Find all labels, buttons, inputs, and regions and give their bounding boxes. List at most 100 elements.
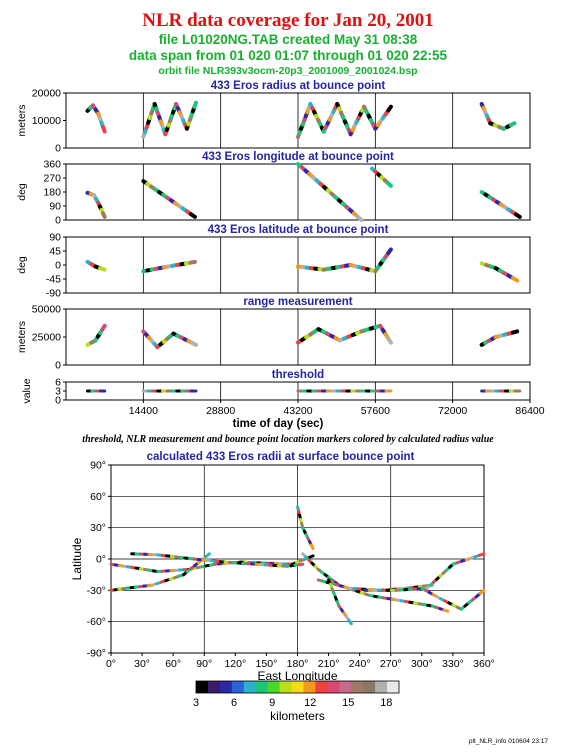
map-trace bbox=[307, 554, 315, 560]
data-trace bbox=[101, 211, 107, 219]
y-tick-label: 3 bbox=[55, 386, 61, 398]
colorbar-swatch bbox=[231, 681, 245, 693]
panel-title: range measurement bbox=[243, 296, 352, 308]
x-axis-label: time of day (sec) bbox=[233, 418, 324, 430]
colorbar-swatch bbox=[315, 681, 328, 693]
map-title: calculated 433 Eros radii at surface bou… bbox=[147, 451, 415, 463]
x-tick-label: 57600 bbox=[361, 405, 390, 417]
data-trace bbox=[188, 212, 197, 219]
map-trace bbox=[478, 552, 486, 557]
y-tick-label: 20000 bbox=[32, 88, 61, 100]
map-x-tick-label: 90° bbox=[196, 658, 212, 670]
panel-title: 433 Eros latitude at bounce point bbox=[208, 224, 389, 236]
data-trace bbox=[98, 266, 107, 272]
map-x-tick-label: 210° bbox=[318, 658, 340, 670]
y-tick-label: 180 bbox=[43, 187, 61, 199]
colorbar-tick-label: 15 bbox=[342, 697, 354, 709]
map-trace bbox=[297, 562, 305, 567]
data-trace bbox=[355, 214, 364, 222]
map-x-tick-label: 0° bbox=[106, 658, 116, 670]
y-tick-label: 50000 bbox=[32, 304, 61, 316]
map-y-tick-label: 90° bbox=[90, 460, 106, 472]
y-axis-label: meters bbox=[16, 104, 28, 136]
map-y-tick-label: 30° bbox=[90, 522, 106, 534]
colorbar-swatch bbox=[327, 681, 340, 693]
y-tick-label: 0 bbox=[55, 143, 61, 155]
map-y-tick-label: 0° bbox=[96, 554, 106, 566]
colorbar-swatch bbox=[291, 681, 304, 693]
data-trace bbox=[510, 276, 520, 283]
colorbar-swatch bbox=[351, 681, 364, 693]
x-tick-label: 72000 bbox=[438, 405, 467, 417]
map-y-tick-label: -30° bbox=[87, 585, 106, 597]
y-tick-label: 0 bbox=[55, 215, 61, 227]
y-axis-label: deg bbox=[16, 256, 28, 274]
figure-caption: threshold, NLR measurement and bounce po… bbox=[82, 434, 494, 445]
span-line: data span from 01 020 01:07 through 01 0… bbox=[128, 48, 448, 63]
colorbar-swatch bbox=[339, 681, 352, 693]
y-tick-label: 10000 bbox=[32, 115, 61, 127]
x-tick-label: 14400 bbox=[129, 405, 158, 417]
colorbar-tick-label: 9 bbox=[269, 697, 275, 709]
data-trace bbox=[386, 336, 393, 345]
map-x-axis-label: East Longitude bbox=[257, 669, 337, 683]
data-trace bbox=[190, 340, 198, 347]
panel-title: 433 Eros longitude at bounce point bbox=[202, 151, 394, 163]
data-trace bbox=[101, 125, 107, 134]
map-x-tick-label: 300° bbox=[411, 658, 433, 670]
map-x-tick-label: 270° bbox=[380, 658, 402, 670]
colorbar-swatch bbox=[207, 681, 221, 693]
colorbar-frame bbox=[195, 680, 400, 694]
colorbar-swatch bbox=[387, 681, 400, 693]
colorbar-tick-label: 3 bbox=[193, 697, 199, 709]
map-y-tick-label: 60° bbox=[90, 491, 106, 503]
x-tick-label: 28800 bbox=[206, 405, 235, 417]
colorbar-swatch bbox=[219, 681, 233, 693]
colorbar-swatch bbox=[267, 681, 280, 693]
data-trace bbox=[100, 323, 107, 332]
data-trace bbox=[508, 121, 517, 128]
y-tick-label: 0 bbox=[55, 395, 61, 407]
y-tick-label: 90 bbox=[49, 232, 61, 244]
map-x-tick-label: 180° bbox=[287, 658, 309, 670]
map-x-tick-label: 240° bbox=[349, 658, 371, 670]
y-tick-label: 0 bbox=[55, 360, 61, 372]
x-tick-label: 43200 bbox=[283, 405, 312, 417]
map-x-tick-label: 330° bbox=[442, 658, 464, 670]
colorbar-tick-label: 6 bbox=[231, 697, 237, 709]
file-line: file L01020NG.TAB created May 31 08:38 bbox=[158, 32, 418, 47]
data-trace bbox=[385, 180, 393, 188]
colorbar-swatch bbox=[279, 681, 292, 693]
map-y-tick-label: -60° bbox=[87, 616, 106, 628]
colorbar-label: kilometers bbox=[270, 709, 325, 723]
map-y-axis-label: Latitude bbox=[70, 537, 84, 580]
data-trace bbox=[386, 247, 393, 256]
y-tick-label: 270 bbox=[43, 173, 61, 185]
map-x-tick-label: 360° bbox=[473, 658, 495, 670]
page-title: NLR data coverage for Jan 20, 2001 bbox=[142, 10, 434, 31]
y-tick-label: 6 bbox=[55, 377, 61, 389]
orbit-line: orbit file NLR393v3ocm-20p3_2001009_2001… bbox=[158, 65, 418, 77]
map-x-tick-label: 120° bbox=[224, 658, 246, 670]
colorbar-swatch bbox=[196, 681, 209, 693]
data-trace bbox=[386, 104, 393, 113]
x-tick-label: 86400 bbox=[515, 405, 544, 417]
data-trace bbox=[188, 259, 197, 265]
data-trace bbox=[513, 212, 522, 219]
y-tick-label: 0 bbox=[55, 260, 61, 272]
y-tick-label: 45 bbox=[49, 246, 61, 258]
panel-title: 433 Eros radius at bounce point bbox=[211, 80, 386, 92]
map-x-tick-label: 30° bbox=[134, 658, 150, 670]
data-trace bbox=[510, 329, 520, 335]
colorbar-swatch bbox=[375, 681, 388, 693]
colorbar-tick-label: 12 bbox=[304, 697, 316, 709]
map-y-tick-label: -90° bbox=[87, 648, 106, 660]
data-trace bbox=[192, 100, 198, 109]
y-tick-label: 90 bbox=[49, 201, 61, 213]
map-trace bbox=[347, 618, 353, 626]
map-trace bbox=[478, 588, 486, 595]
map-trace bbox=[309, 543, 315, 551]
colorbar-swatch bbox=[363, 681, 376, 693]
map-trace bbox=[442, 608, 450, 613]
